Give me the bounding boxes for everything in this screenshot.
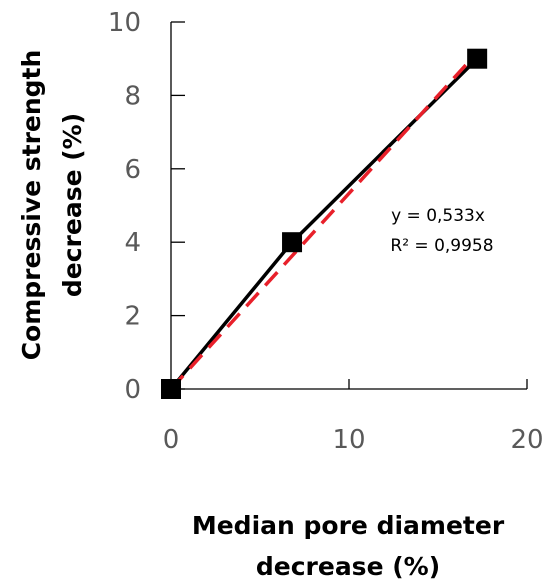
x-tick-label: 10 xyxy=(332,425,365,455)
r-squared-annotation: R² = 0,9958 xyxy=(390,236,493,256)
y-axis-title-line1: Compressive strength xyxy=(17,50,46,361)
series-marks xyxy=(161,48,488,399)
x-tick-label: 0 xyxy=(163,425,180,455)
data-point xyxy=(161,379,181,399)
equation-annotation: y = 0,533x xyxy=(391,206,485,226)
y-tick-label: 2 xyxy=(124,302,141,332)
data-point xyxy=(282,232,303,253)
y-tick-label: 10 xyxy=(108,8,141,38)
y-axis-title-line2: decrease (%) xyxy=(58,113,87,297)
x-tick-label: 20 xyxy=(510,425,543,455)
x-axis-title-line1: Median pore diameter xyxy=(192,511,505,540)
y-tick-label: 4 xyxy=(124,228,141,258)
y-tick-label: 6 xyxy=(124,155,141,185)
y-tick-label: 8 xyxy=(124,81,141,111)
tick-labels: 0 2 4 6 8 10 0 10 20 xyxy=(108,8,544,455)
data-point xyxy=(467,48,488,69)
trendline xyxy=(169,51,479,391)
y-tick-label: 0 xyxy=(124,375,141,405)
x-axis-title-line2: decrease (%) xyxy=(256,552,440,581)
axes xyxy=(170,21,528,390)
